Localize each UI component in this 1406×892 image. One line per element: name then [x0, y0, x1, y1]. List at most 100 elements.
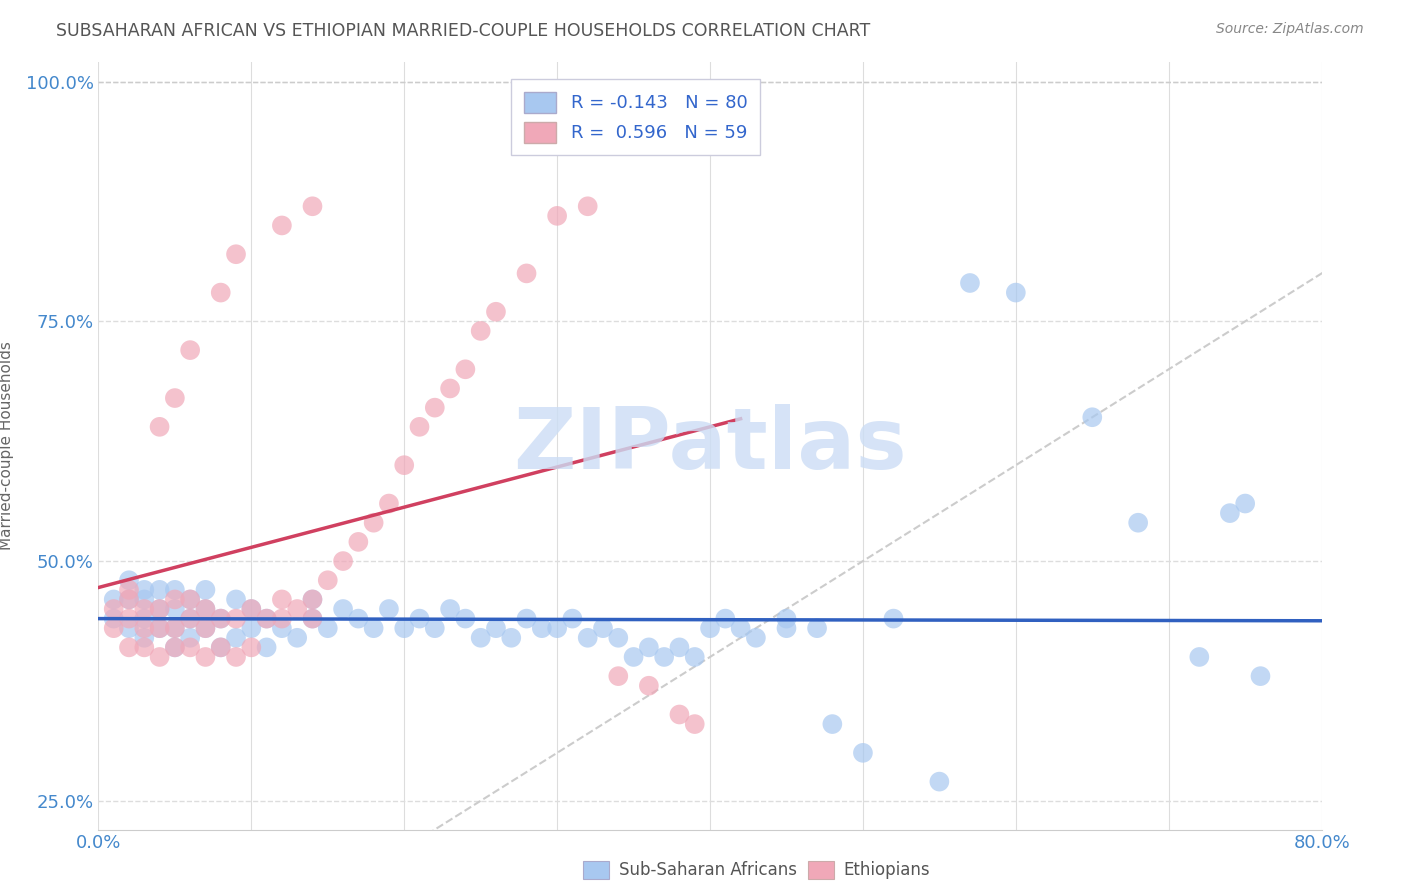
Point: [149, 621, 172, 635]
Point: [485, 621, 508, 635]
Point: [134, 602, 156, 616]
Point: [775, 612, 797, 626]
Point: [439, 602, 461, 616]
Point: [179, 640, 201, 655]
Point: [485, 304, 508, 318]
Point: [134, 592, 156, 607]
Point: [194, 649, 217, 664]
Point: [301, 592, 323, 607]
Point: [332, 554, 354, 568]
Point: [209, 612, 232, 626]
Point: [683, 717, 706, 731]
Text: ZIPatlas: ZIPatlas: [513, 404, 907, 488]
Point: [149, 420, 172, 434]
Point: [363, 621, 385, 635]
Point: [347, 612, 370, 626]
Point: [270, 219, 292, 233]
Point: [546, 621, 568, 635]
Point: [179, 631, 201, 645]
Point: [332, 602, 354, 616]
Point: [270, 592, 292, 607]
Point: [637, 640, 661, 655]
Point: [149, 602, 172, 616]
Point: [408, 420, 430, 434]
Point: [1128, 516, 1150, 530]
Point: [118, 592, 141, 607]
Point: [301, 592, 323, 607]
Point: [194, 621, 217, 635]
Point: [118, 582, 141, 597]
Point: [607, 669, 630, 683]
Point: [1219, 506, 1241, 520]
Point: [301, 199, 323, 213]
Point: [163, 391, 186, 405]
Point: [516, 266, 538, 280]
Point: [209, 612, 232, 626]
Point: [225, 631, 247, 645]
Point: [134, 640, 156, 655]
Legend: R = -0.143   N = 80, R =  0.596   N = 59: R = -0.143 N = 80, R = 0.596 N = 59: [512, 79, 761, 155]
Point: [316, 621, 339, 635]
Point: [163, 640, 186, 655]
Point: [194, 602, 217, 616]
Point: [163, 582, 186, 597]
Point: [501, 631, 523, 645]
Point: [668, 640, 690, 655]
Point: [470, 324, 492, 338]
Point: [103, 621, 125, 635]
Point: [423, 621, 446, 635]
Point: [118, 574, 141, 588]
Point: [516, 612, 538, 626]
Point: [392, 458, 416, 473]
Point: [209, 640, 232, 655]
Point: [347, 535, 370, 549]
Point: [852, 746, 875, 760]
Point: [561, 612, 583, 626]
Point: [959, 276, 981, 290]
Point: [256, 640, 278, 655]
Point: [363, 516, 385, 530]
Point: [149, 649, 172, 664]
Point: [163, 621, 186, 635]
Point: [316, 574, 339, 588]
Point: [928, 774, 950, 789]
Point: [118, 640, 141, 655]
Point: [454, 612, 477, 626]
Point: [301, 612, 323, 626]
Point: [637, 679, 661, 693]
Point: [179, 592, 201, 607]
Point: [1295, 851, 1317, 865]
Text: Ethiopians: Ethiopians: [844, 861, 931, 879]
Point: [745, 631, 768, 645]
Point: [301, 612, 323, 626]
Point: [530, 621, 553, 635]
Point: [256, 612, 278, 626]
Point: [592, 621, 614, 635]
Point: [1234, 496, 1257, 510]
Point: [134, 621, 156, 635]
Point: [240, 640, 263, 655]
Point: [285, 602, 308, 616]
Point: [225, 649, 247, 664]
Point: [470, 631, 492, 645]
Point: [118, 612, 141, 626]
Point: [1188, 649, 1211, 664]
Point: [209, 285, 232, 300]
Point: [454, 362, 477, 376]
Point: [806, 621, 828, 635]
Point: [225, 247, 247, 261]
Point: [225, 592, 247, 607]
Point: [240, 621, 263, 635]
Point: [423, 401, 446, 415]
Point: [179, 612, 201, 626]
Point: [179, 592, 201, 607]
Point: [378, 496, 401, 510]
Point: [270, 612, 292, 626]
Point: [714, 612, 737, 626]
Point: [392, 621, 416, 635]
Point: [209, 640, 232, 655]
Point: [1004, 285, 1026, 300]
Point: [149, 621, 172, 635]
Point: [546, 209, 568, 223]
Point: [240, 602, 263, 616]
